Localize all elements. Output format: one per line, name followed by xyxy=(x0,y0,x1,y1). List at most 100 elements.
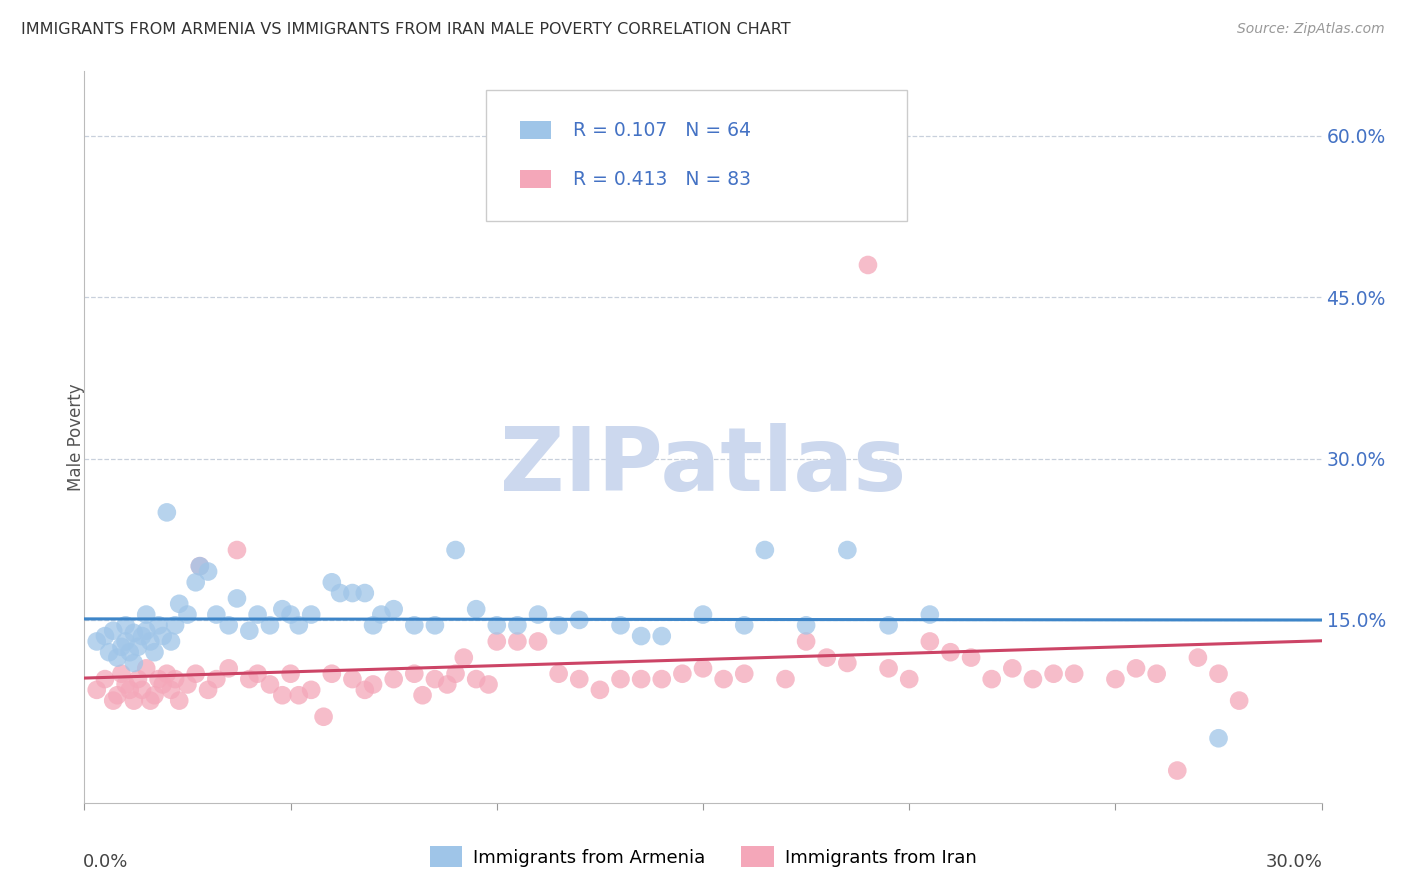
Point xyxy=(1227,693,1250,707)
Text: R = 0.107   N = 64: R = 0.107 N = 64 xyxy=(574,120,751,140)
Point xyxy=(692,661,714,675)
Point xyxy=(444,543,467,558)
Point xyxy=(152,629,174,643)
Point xyxy=(94,672,117,686)
Text: Source: ZipAtlas.com: Source: ZipAtlas.com xyxy=(1237,22,1385,37)
Point xyxy=(1042,666,1064,681)
Point xyxy=(361,618,384,632)
Point xyxy=(105,650,128,665)
Text: ZIPatlas: ZIPatlas xyxy=(501,423,905,510)
Point xyxy=(110,666,132,681)
Point xyxy=(1208,731,1230,746)
Point xyxy=(754,543,776,558)
Point xyxy=(197,565,219,579)
Point xyxy=(630,672,652,686)
Point xyxy=(110,640,132,654)
Point xyxy=(609,618,631,632)
Point xyxy=(271,688,294,702)
Point xyxy=(165,618,187,632)
Point xyxy=(918,634,941,648)
Point xyxy=(568,613,591,627)
Point xyxy=(733,666,755,681)
Point xyxy=(733,618,755,632)
Point xyxy=(775,672,797,686)
Point xyxy=(312,710,335,724)
Point xyxy=(404,666,426,681)
Point xyxy=(465,672,488,686)
Point xyxy=(423,618,446,632)
Bar xyxy=(520,170,551,188)
Point xyxy=(547,666,569,681)
Point xyxy=(412,688,434,702)
Point xyxy=(131,629,153,643)
Point xyxy=(444,666,467,681)
Point xyxy=(259,618,281,632)
Point xyxy=(329,586,352,600)
Point xyxy=(692,607,714,622)
Point xyxy=(114,634,136,648)
Text: 0.0%: 0.0% xyxy=(83,853,128,871)
Point xyxy=(353,586,375,600)
Point xyxy=(651,672,673,686)
Point xyxy=(105,688,128,702)
Point xyxy=(114,618,136,632)
Point xyxy=(127,640,149,654)
Point xyxy=(218,661,240,675)
Point xyxy=(1187,650,1209,665)
Point xyxy=(122,625,145,640)
Point xyxy=(205,607,228,622)
Bar xyxy=(520,121,551,139)
Point xyxy=(382,602,405,616)
Point xyxy=(794,634,817,648)
Point xyxy=(98,645,121,659)
Point xyxy=(139,634,162,648)
Point xyxy=(218,618,240,632)
Point xyxy=(436,677,458,691)
Point xyxy=(226,591,249,606)
Point xyxy=(527,634,550,648)
Text: IMMIGRANTS FROM ARMENIA VS IMMIGRANTS FROM IRAN MALE POVERTY CORRELATION CHART: IMMIGRANTS FROM ARMENIA VS IMMIGRANTS FR… xyxy=(21,22,790,37)
Point xyxy=(176,677,198,691)
Point xyxy=(1104,672,1126,686)
Point xyxy=(143,688,166,702)
Point xyxy=(135,661,157,675)
Point xyxy=(188,559,211,574)
Point xyxy=(465,602,488,616)
Point xyxy=(630,629,652,643)
Text: 30.0%: 30.0% xyxy=(1265,853,1323,871)
Point xyxy=(877,618,900,632)
Point xyxy=(980,672,1002,686)
Point xyxy=(118,645,141,659)
Point xyxy=(856,258,879,272)
Point xyxy=(94,629,117,643)
Point xyxy=(152,677,174,691)
Point xyxy=(815,650,838,665)
Point xyxy=(382,672,405,686)
Point xyxy=(226,543,249,558)
Point xyxy=(86,682,108,697)
Point xyxy=(246,666,269,681)
Point xyxy=(184,666,207,681)
Point xyxy=(589,682,612,697)
Point xyxy=(280,666,302,681)
Point xyxy=(321,666,343,681)
Point xyxy=(205,672,228,686)
Point xyxy=(342,586,364,600)
Point xyxy=(547,618,569,632)
Point xyxy=(506,634,529,648)
Point xyxy=(651,629,673,643)
Point xyxy=(131,682,153,697)
Point xyxy=(118,682,141,697)
Point xyxy=(453,650,475,665)
Point xyxy=(143,645,166,659)
Point xyxy=(246,607,269,622)
Point xyxy=(176,607,198,622)
Point xyxy=(156,666,179,681)
Point xyxy=(370,607,392,622)
Point xyxy=(299,607,322,622)
Point xyxy=(156,505,179,519)
Point xyxy=(299,682,322,697)
Point xyxy=(271,602,294,616)
Text: R = 0.413   N = 83: R = 0.413 N = 83 xyxy=(574,169,751,189)
Point xyxy=(353,682,375,697)
